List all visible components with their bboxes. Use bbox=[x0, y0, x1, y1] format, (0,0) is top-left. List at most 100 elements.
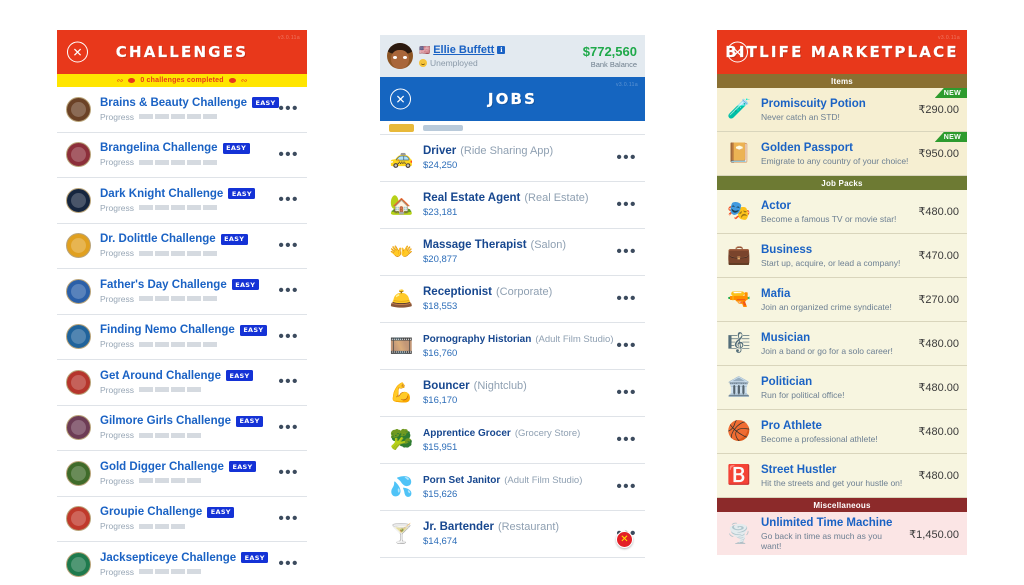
challenge-row[interactable]: Brangelina Challenge EASY Progress ••• bbox=[57, 132, 307, 178]
overflow-menu-icon[interactable]: ••• bbox=[616, 196, 637, 213]
challenge-row[interactable]: Brains & Beauty Challenge EASY Progress ••• bbox=[57, 87, 307, 133]
overflow-menu-icon[interactable]: ••• bbox=[616, 384, 637, 401]
challenge-badge-icon bbox=[66, 415, 91, 441]
challenge-name-line: Get Around Challenge EASY bbox=[100, 370, 272, 382]
close-x-icon[interactable]: ✕ bbox=[616, 531, 633, 548]
marketplace-row[interactable]: 📔 Golden Passport Emigrate to any country … bbox=[717, 132, 967, 176]
job-title: Pornography Historian bbox=[423, 333, 532, 345]
overflow-menu-icon[interactable]: ••• bbox=[616, 149, 637, 166]
challenge-row[interactable]: Dark Knight Challenge EASY Progress ••• bbox=[57, 178, 307, 224]
progress-segment bbox=[155, 341, 170, 347]
close-circle-icon[interactable]: ✕ bbox=[67, 41, 88, 63]
overflow-menu-icon[interactable]: ••• bbox=[278, 236, 299, 254]
marketplace-item-price[interactable]: ₹470.00 bbox=[918, 250, 959, 262]
job-row[interactable]: 🏡 Real Estate Agent (Real Estate) $23,181 ••… bbox=[380, 182, 645, 229]
marketplace-item-body: Politician Run for political office! bbox=[761, 376, 912, 400]
marketplace-row[interactable]: 🏀 Pro Athlete Become a professional athlet… bbox=[717, 410, 967, 454]
info-icon[interactable]: i bbox=[497, 46, 506, 54]
job-row[interactable]: 🥦 Apprentice Grocer (Grocery Store) $15,951… bbox=[380, 417, 645, 464]
bank-balance-block: $772,560 Bank Balance bbox=[583, 44, 637, 69]
job-row-partial[interactable] bbox=[380, 121, 645, 135]
close-circle-icon[interactable]: ✕ bbox=[390, 88, 411, 110]
job-salary: $18,553 bbox=[423, 301, 458, 312]
job-row[interactable]: 💦 Porn Set Janitor (Adult Film Studio) $15,… bbox=[380, 464, 645, 511]
progress-segment bbox=[155, 523, 170, 529]
marketplace-item-price[interactable]: ₹480.00 bbox=[918, 206, 959, 218]
overflow-menu-icon[interactable]: ••• bbox=[278, 282, 299, 300]
job-row[interactable]: 🍸Jr. Bartender(Restaurant)$14,674••• bbox=[380, 511, 645, 558]
overflow-menu-icon[interactable]: ••• bbox=[278, 191, 299, 209]
challenge-badge-icon bbox=[66, 142, 91, 168]
job-row[interactable]: 👐 Massage Therapist (Salon) $20,877 ••• bbox=[380, 229, 645, 276]
challenge-name-line: Gold Digger Challenge EASY bbox=[100, 461, 272, 473]
new-badge: NEW bbox=[934, 88, 967, 98]
overflow-menu-icon[interactable]: ••• bbox=[278, 509, 299, 527]
challenge-row[interactable]: Jacksepticeye Challenge EASY Progress ••• bbox=[57, 542, 307, 585]
overflow-menu-icon[interactable]: ••• bbox=[278, 145, 299, 163]
challenge-badge-icon bbox=[66, 187, 91, 213]
challenge-row[interactable]: Gilmore Girls Challenge EASY Progress ••• bbox=[57, 405, 307, 451]
job-company: (Restaurant) bbox=[497, 521, 560, 533]
challenge-row[interactable]: Groupie Challenge EASY Progress ••• bbox=[57, 496, 307, 542]
marketplace-item-icon: 🅱️ bbox=[727, 465, 751, 486]
marketplace-row[interactable]: 🧪 Promiscuity Potion Never catch an STD! ₹2… bbox=[717, 88, 967, 132]
marketplace-row[interactable]: 🎭 Actor Become a famous TV or movie star! ₹… bbox=[717, 190, 967, 234]
overflow-menu-icon[interactable]: ••• bbox=[616, 478, 637, 495]
marketplace-row[interactable]: 🌪️ Unlimited Time Machine Go back in time … bbox=[717, 512, 967, 555]
player-name[interactable]: Ellie Buffett bbox=[433, 44, 495, 56]
challenge-row[interactable]: Gold Digger Challenge EASY Progress ••• bbox=[57, 451, 307, 497]
overflow-menu-icon[interactable]: ••• bbox=[278, 373, 299, 391]
marketplace-item-price[interactable]: ₹480.00 bbox=[918, 382, 959, 394]
progress-track bbox=[139, 478, 202, 484]
bank-balance-value: $772,560 bbox=[582, 43, 637, 59]
job-icon: 🎞️ bbox=[389, 335, 414, 357]
challenge-progress: Progress bbox=[100, 521, 272, 531]
overflow-menu-icon[interactable]: ••• bbox=[278, 555, 299, 573]
challenge-row[interactable]: Get Around Challenge EASY Progress ••• bbox=[57, 360, 307, 406]
challenges-list: Brains & Beauty Challenge EASY Progress •••… bbox=[57, 87, 307, 585]
marketplace-item-price[interactable]: ₹1,450.00 bbox=[909, 528, 959, 541]
job-row[interactable]: 🎞️ Pornography Historian (Adult Film Studi… bbox=[380, 323, 645, 370]
job-row[interactable]: 🛎️ Receptionist (Corporate) $18,553 ••• bbox=[380, 276, 645, 323]
job-row[interactable]: 🚕 Driver (Ride Sharing App) $24,250 ••• bbox=[380, 135, 645, 182]
job-body: Jr. Bartender (Restaurant) $14,674 bbox=[423, 521, 610, 547]
marketplace-item-description: Hit the streets and get your hustle on! bbox=[761, 477, 903, 488]
challenge-name-line: Dr. Dolittle Challenge EASY bbox=[100, 233, 272, 245]
marketplace-row[interactable]: 💼 Business Start up, acquire, or lead a co… bbox=[717, 234, 967, 278]
player-profile-bar[interactable]: 🇺🇸 Ellie Buffett i Unemployed $772,560 B… bbox=[380, 35, 645, 77]
overflow-menu-icon[interactable]: ••• bbox=[616, 431, 637, 448]
marketplace-item-price[interactable]: ₹270.00 bbox=[918, 294, 959, 306]
marketplace-row[interactable]: 🅱️ Street Hustler Hit the streets and get … bbox=[717, 454, 967, 498]
overflow-menu-icon[interactable]: ••• bbox=[278, 327, 299, 345]
overflow-menu-icon[interactable]: ••• bbox=[616, 337, 637, 354]
challenge-name-line: Brains & Beauty Challenge EASY bbox=[100, 97, 280, 109]
job-title: Apprentice Grocer bbox=[423, 427, 511, 439]
overflow-menu-icon[interactable]: ••• bbox=[616, 290, 637, 307]
close-circle-icon[interactable]: ✕ bbox=[727, 41, 748, 63]
overflow-menu-icon[interactable]: ••• bbox=[278, 418, 299, 436]
progress-segment bbox=[155, 387, 170, 393]
overflow-menu-icon[interactable]: ••• bbox=[278, 464, 299, 482]
marketplace-item-price[interactable]: ₹950.00 bbox=[918, 148, 959, 160]
version-label: v3.0.11a bbox=[937, 35, 960, 41]
challenge-name: Get Around Challenge bbox=[100, 369, 221, 382]
job-row[interactable]: 💪 Bouncer (Nightclub) $16,170 ••• bbox=[380, 370, 645, 417]
progress-track bbox=[139, 569, 202, 575]
overflow-menu-icon[interactable]: ••• bbox=[278, 100, 299, 118]
marketplace-row[interactable]: 🏛️ Politician Run for political office! ₹48… bbox=[717, 366, 967, 410]
marketplace-item-icon: 🎼 bbox=[727, 333, 751, 354]
job-text-partial bbox=[423, 124, 463, 131]
marketplace-row[interactable]: 🎼 Musician Join a band or go for a solo ca… bbox=[717, 322, 967, 366]
challenge-row[interactable]: Dr. Dolittle Challenge EASY Progress ••• bbox=[57, 223, 307, 269]
marketplace-item-price[interactable]: ₹290.00 bbox=[918, 104, 959, 116]
overflow-menu-icon[interactable]: ••• bbox=[616, 243, 637, 260]
challenge-row[interactable]: Finding Nemo Challenge EASY Progress ••• bbox=[57, 314, 307, 360]
marketplace-item-price[interactable]: ₹480.00 bbox=[918, 426, 959, 438]
marketplace-item-price[interactable]: ₹480.00 bbox=[918, 470, 959, 482]
job-icon: 🥦 bbox=[389, 429, 414, 451]
progress-segment bbox=[171, 114, 186, 120]
marketplace-row[interactable]: 🔫 Mafia Join an organized crime syndicate!… bbox=[717, 278, 967, 322]
challenge-row[interactable]: Father's Day Challenge EASY Progress ••• bbox=[57, 269, 307, 315]
marketplace-item-price[interactable]: ₹480.00 bbox=[918, 338, 959, 350]
progress-segment bbox=[187, 205, 202, 211]
